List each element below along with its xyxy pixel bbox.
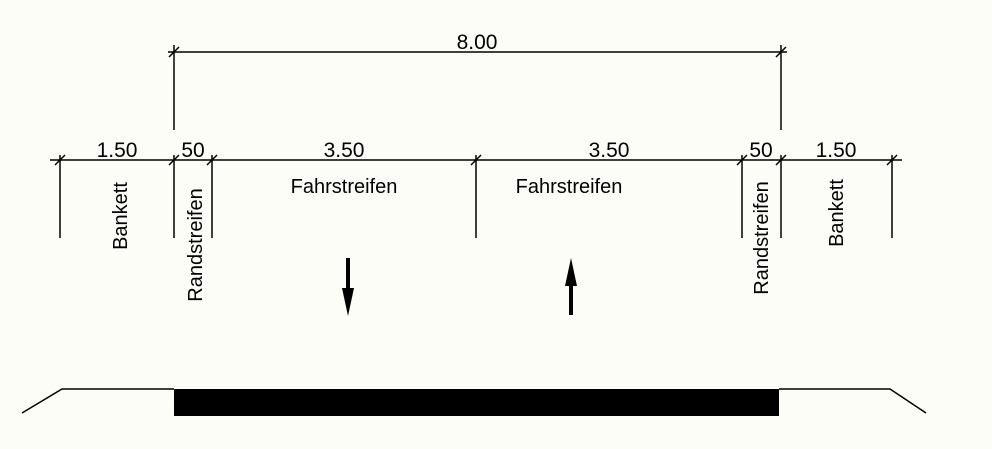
segment-label: 1.50 — [816, 139, 857, 162]
total-dimension-label: 8.00 — [457, 31, 498, 54]
lane-label: Randstreifen — [185, 188, 207, 301]
segment-label: 3.50 — [589, 139, 630, 162]
total-dimension: 8.00 — [168, 31, 787, 130]
lane-label: Bankett — [826, 179, 848, 247]
segment-label: 50 — [749, 139, 772, 162]
lane-label: Randstreifen — [751, 181, 773, 294]
arrow-up — [565, 258, 577, 315]
segment-dimensions: 1.50 50 3.50 3.50 50 1.50 — [50, 139, 902, 238]
lane-label: Fahrstreifen — [516, 176, 623, 198]
arrow-down — [342, 258, 354, 316]
lane-label: Fahrstreifen — [291, 176, 398, 198]
segment-label: 3.50 — [324, 139, 365, 162]
shoulder-right — [779, 388, 927, 414]
pavement — [174, 389, 779, 416]
segment-label: 50 — [181, 139, 204, 162]
shoulder-left — [21, 388, 174, 414]
segment-label: 1.50 — [97, 139, 138, 162]
lane-label: Bankett — [110, 182, 132, 250]
